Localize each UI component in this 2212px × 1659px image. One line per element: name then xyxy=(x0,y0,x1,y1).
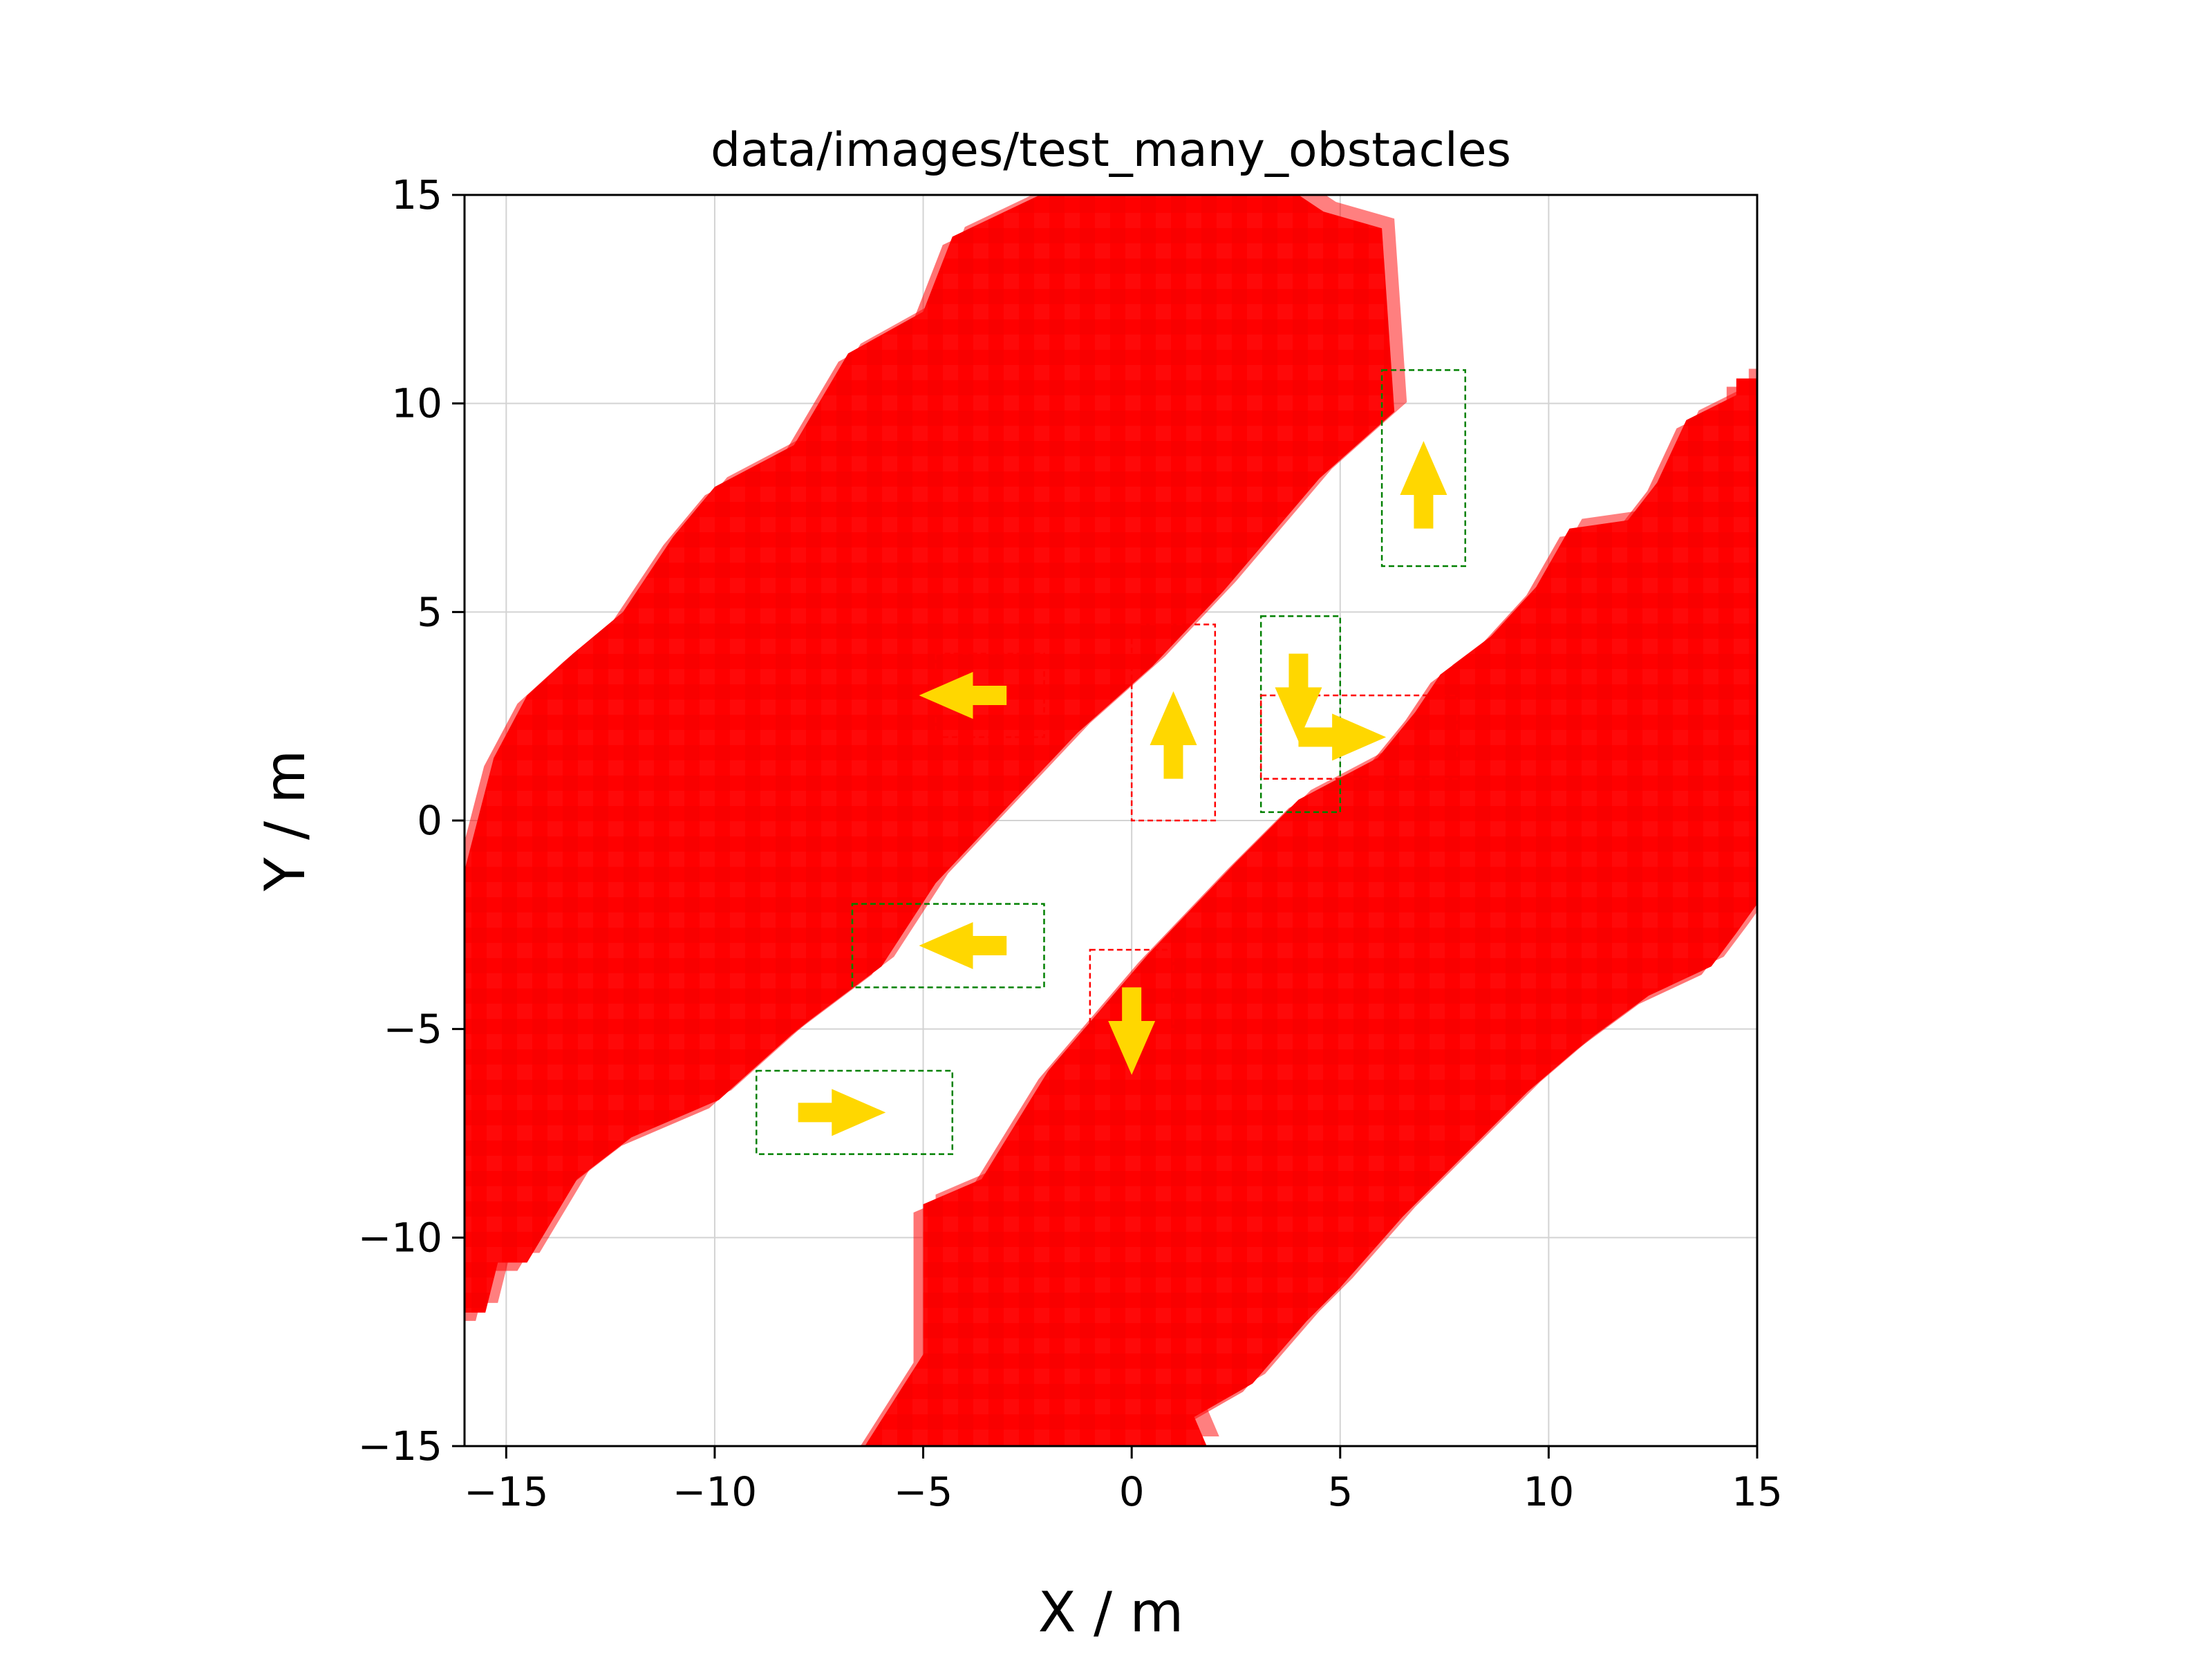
x-tick-label: −15 xyxy=(464,1468,548,1515)
x-tick-label: 15 xyxy=(1732,1468,1783,1515)
chart-title: data/images/test_many_obstacles xyxy=(711,123,1511,178)
green-box xyxy=(851,903,1045,988)
obstacle-region xyxy=(865,378,1757,1446)
x-tick-label: 10 xyxy=(1523,1468,1574,1515)
direction-arrow xyxy=(919,672,1007,719)
x-tick-label: −5 xyxy=(894,1468,953,1515)
ticks: −15 −10 −5 0 5 10 15 −15 −10 −5 0 5 10 15 xyxy=(358,171,1783,1515)
direction-arrow xyxy=(1298,713,1387,761)
data-layer xyxy=(465,195,1757,1446)
upper-left-band xyxy=(465,195,1407,1321)
direction-arrow xyxy=(919,922,1007,969)
green-box xyxy=(1380,369,1466,568)
obstacle-region xyxy=(465,195,1395,1313)
y-axis-label: Y / m xyxy=(253,750,317,892)
red-box xyxy=(1130,624,1217,822)
direction-arrow xyxy=(1275,653,1322,742)
direction-arrow xyxy=(798,1089,886,1136)
green-box xyxy=(756,1069,954,1155)
x-tick-label: 0 xyxy=(1119,1468,1145,1515)
direction-arrow xyxy=(1108,987,1156,1076)
y-tick-label: −5 xyxy=(384,1006,443,1053)
y-tick-label: −15 xyxy=(358,1423,442,1470)
y-tick-label: −10 xyxy=(358,1214,442,1261)
direction-arrow xyxy=(1150,691,1197,779)
y-tick-label: 5 xyxy=(417,588,442,635)
y-tick-label: 15 xyxy=(391,171,442,218)
red-box xyxy=(1259,694,1458,780)
direction-arrow xyxy=(1400,440,1447,529)
x-tick-label: −10 xyxy=(673,1468,757,1515)
lower-right-band xyxy=(860,368,1757,1446)
x-tick-label: 5 xyxy=(1327,1468,1353,1515)
y-tick-label: 0 xyxy=(417,797,442,844)
x-axis-label: X / m xyxy=(1038,1580,1184,1644)
y-tick-label: 10 xyxy=(391,380,442,427)
